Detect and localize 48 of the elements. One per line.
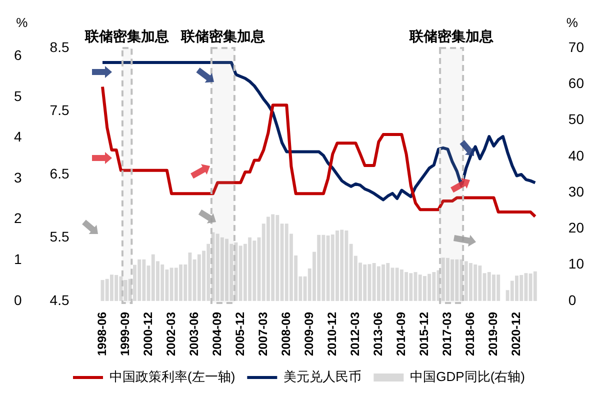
x-tick-label: 2003-06 [186,312,201,356]
x-tick-label: 2010-12 [324,312,339,356]
legend-label: 中国GDP同比(右轴) [410,369,526,384]
y3-tick-label: 0 [568,292,576,308]
x-tick-label: 2014-09 [394,312,408,356]
y3-tick-label: 20 [568,220,584,236]
band-label: 联储密集加息 [84,28,170,44]
y2-tick-label: 4.5 [50,292,70,308]
y3-tick-label: 50 [568,111,584,128]
x-tick-label: 2019-09 [486,312,500,356]
x-tick-label: 2002-03 [164,312,178,356]
legend-label: 美元兑人民币 [284,369,362,384]
legend-label: 中国政策利率(左一轴) [110,369,236,384]
x-tick-label: 2009-09 [302,312,316,356]
y-tick-label: 6 [14,47,22,64]
y-axis-title: % [16,15,28,30]
x-tick-label: 2020-12 [509,312,524,356]
x-tick-label: 2018-06 [463,312,478,356]
y-tick-label: 3 [14,169,22,186]
y3-tick-label: 10 [568,256,584,272]
x-tick-label: 2008-06 [278,312,293,356]
x-tick-label: 2017-03 [440,312,454,356]
x-tick-label: 2013-06 [370,312,385,356]
x-tick-label: 2007-03 [256,312,270,356]
y2-tick-label: 8.5 [50,38,70,55]
x-tick-label: 1999-09 [118,312,132,356]
y-tick-label: 0 [14,292,22,308]
y3-tick-label: 70 [568,38,584,55]
y2-tick-label: 7.5 [50,102,70,118]
y3-tick-label: 40 [568,147,584,164]
x-tick-label: 2005-12 [232,312,247,356]
y3-tick-label: 60 [568,74,584,91]
band-label: 联储密集加息 [408,28,495,44]
x-tick-label: 2012-03 [348,312,362,356]
y3-tick-label: 30 [568,183,584,200]
band-label: 联储密集加息 [180,28,266,44]
y-tick-label: 5 [14,88,22,104]
y-tick-label: 4 [14,128,22,145]
x-tick-label: 2000-12 [140,312,155,356]
y2-tick-label: 5.5 [50,228,70,245]
y-tick-label: 1 [14,251,22,268]
x-tick-label: 2015-12 [417,312,432,356]
y2-tick-label: 6.5 [50,165,70,182]
y-tick-label: 2 [14,210,22,226]
x-tick-label: 1998-06 [94,312,109,356]
bar [533,271,537,301]
x-tick-label: 2004-09 [210,312,224,356]
y3-axis-title: % [566,15,578,30]
